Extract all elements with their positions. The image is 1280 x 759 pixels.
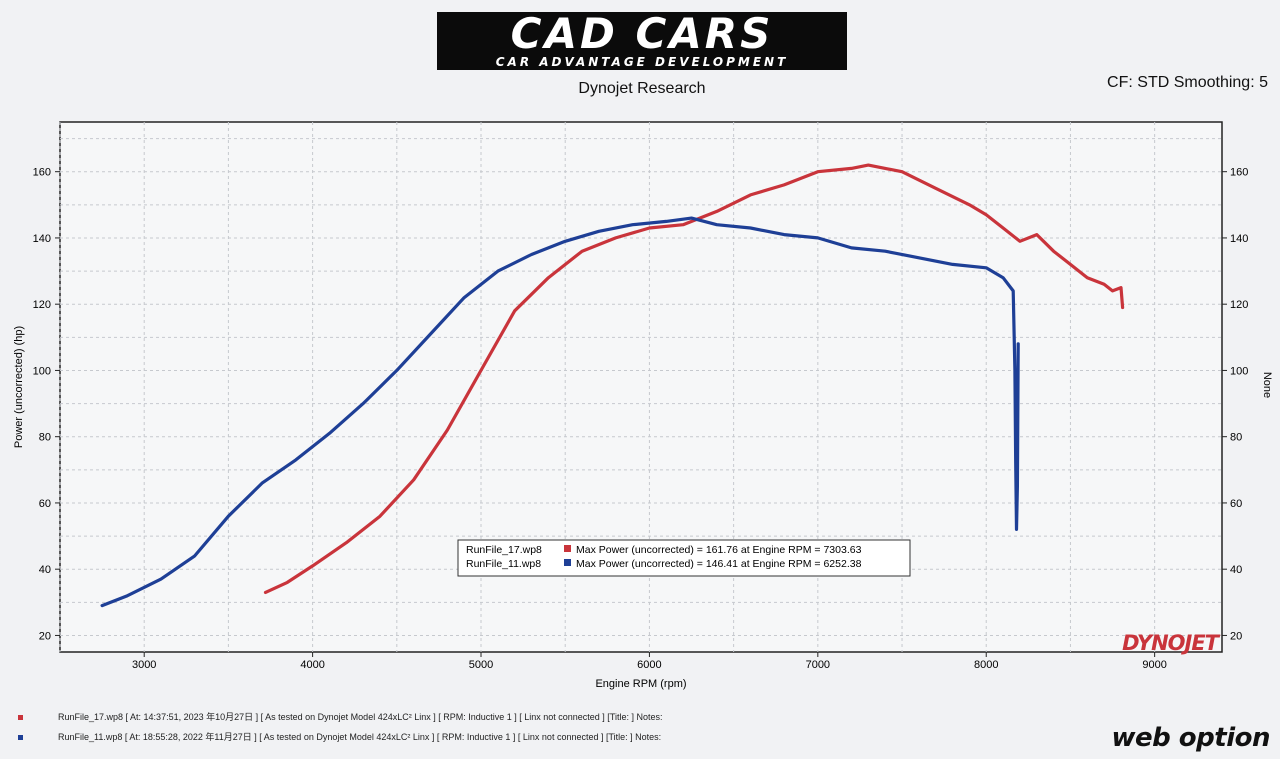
footer-run-17-text: RunFile_17.wp8 [ At: 14:37:51, 2023 年10月… — [58, 712, 663, 722]
legend-color-swatch — [564, 545, 571, 552]
y-tick-label-left: 160 — [33, 167, 51, 179]
legend-color-swatch — [564, 559, 571, 566]
legend-entry-text: Max Power (uncorrected) = 161.76 at Engi… — [576, 544, 862, 556]
cad-cars-logo: CAD CARS CAR ADVANTAGE DEVELOPMENT — [437, 12, 847, 70]
x-tick-label: 4000 — [300, 659, 324, 671]
y-tick-label-right: 100 — [1230, 365, 1248, 377]
y-tick-label-right: 20 — [1230, 630, 1242, 642]
legend-entry-text: Max Power (uncorrected) = 146.41 at Engi… — [576, 558, 862, 570]
chart-subtitle: Dynojet Research — [578, 80, 706, 97]
series-line-runfile-17 — [263, 163, 1125, 594]
y-tick-label-left: 100 — [33, 365, 51, 377]
cf-smoothing-label: CF: STD Smoothing: 5 — [1107, 74, 1268, 91]
dynojet-watermark: DYNOJET — [1122, 631, 1221, 655]
y-tick-label-right: 40 — [1230, 564, 1242, 576]
y-tick-label-right: 60 — [1230, 498, 1242, 510]
y-tick-label-right: 80 — [1230, 432, 1242, 444]
y-tick-label-right: 140 — [1230, 233, 1248, 245]
x-tick-label: 9000 — [1142, 659, 1166, 671]
y-axis-label-right: None — [1261, 372, 1273, 398]
y-tick-label-left: 40 — [39, 564, 51, 576]
legend-box — [457, 539, 911, 577]
x-tick-label: 6000 — [637, 659, 661, 671]
series-line-runfile-11 — [100, 216, 1020, 608]
run-17-color-marker — [18, 715, 23, 721]
y-tick-label-left: 20 — [39, 630, 51, 642]
x-tick-label: 8000 — [974, 659, 998, 671]
y-tick-label-left: 120 — [33, 299, 51, 311]
y-tick-label-right: 120 — [1230, 299, 1248, 311]
footer-run-11: RunFile_11.wp8 [ At: 18:55:28, 2022 年11月… — [18, 730, 661, 743]
x-tick-label: 7000 — [806, 659, 830, 671]
legend-run-label: RunFile_11.wp8 — [466, 558, 541, 570]
web-option-brand: web option — [1111, 723, 1270, 753]
logo-sub-text: CAR ADVANTAGE DEVELOPMENT — [495, 55, 789, 69]
legend-run-label: RunFile_17.wp8 — [466, 544, 542, 556]
y-tick-label-left: 80 — [39, 432, 51, 444]
footer-run-11-text: RunFile_11.wp8 [ At: 18:55:28, 2022 年11月… — [58, 732, 662, 742]
x-tick-label: 5000 — [469, 659, 493, 671]
y-tick-label-left: 60 — [39, 498, 51, 510]
footer-run-17: RunFile_17.wp8 [ At: 14:37:51, 2023 年10月… — [18, 710, 663, 723]
y-tick-label-right: 160 — [1230, 167, 1248, 179]
y-axis-label-left: Power (uncorrected) (hp) — [13, 326, 25, 448]
logo-main-text: CAD CARS — [510, 9, 774, 58]
x-axis-label: Engine RPM (rpm) — [595, 678, 686, 690]
y-tick-label-left: 140 — [33, 233, 51, 245]
run-11-color-marker — [18, 735, 23, 741]
x-tick-label: 3000 — [132, 659, 156, 671]
